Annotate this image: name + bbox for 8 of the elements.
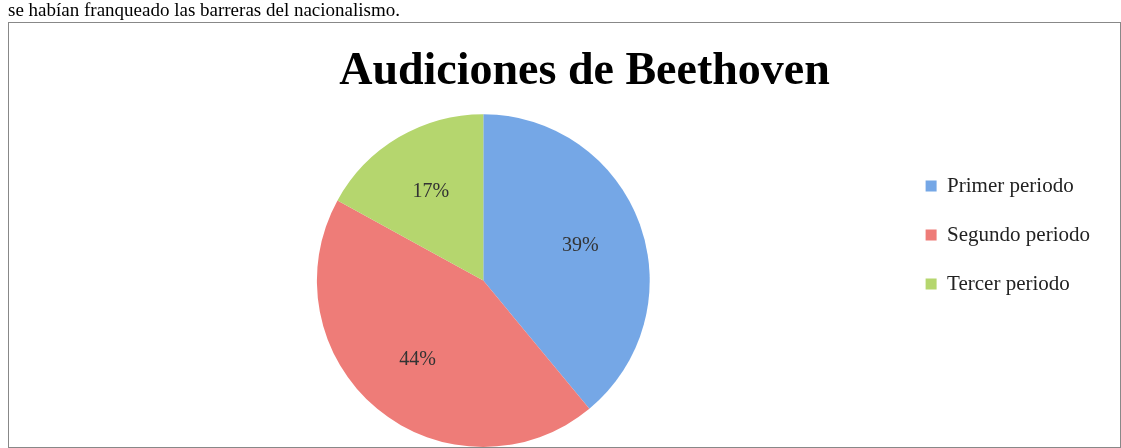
chart-title: Audiciones de Beethoven bbox=[339, 43, 830, 95]
data-label: 39% bbox=[562, 232, 599, 255]
legend-label: Tercer periodo bbox=[947, 270, 1070, 295]
text: se habían franqueado las barreras del nacionalismo. bbox=[8, 0, 400, 20]
data-label: 17% bbox=[412, 179, 450, 202]
legend-label: Segundo periodo bbox=[947, 221, 1091, 246]
legend-label: Primer periodo bbox=[947, 172, 1074, 197]
data-label: 44% bbox=[399, 347, 436, 370]
